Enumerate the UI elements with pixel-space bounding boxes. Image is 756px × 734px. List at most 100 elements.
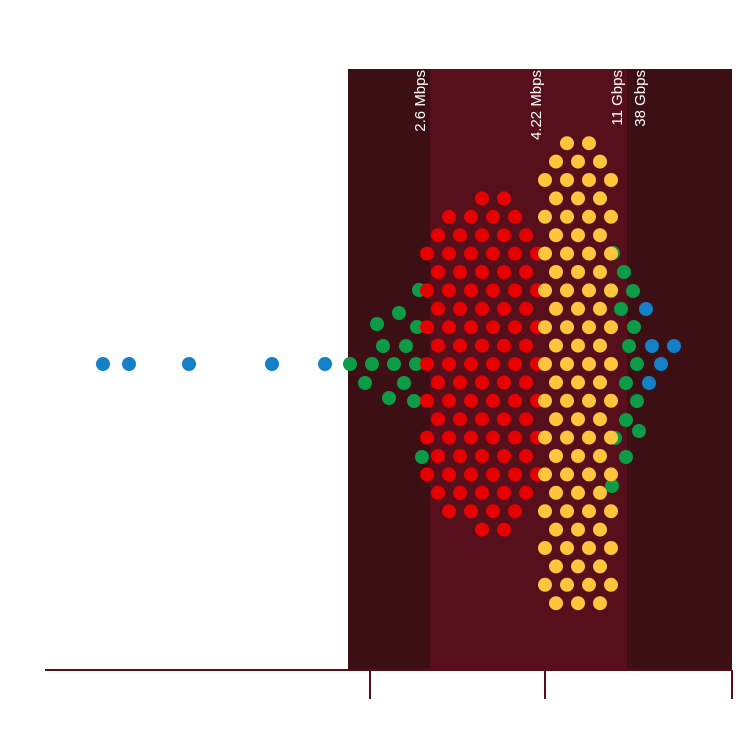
data-point-yellow <box>571 301 585 316</box>
data-point-red <box>453 265 467 279</box>
data-point-yellow <box>604 430 618 445</box>
data-point-red <box>420 357 434 371</box>
data-point-red <box>442 357 456 371</box>
data-point-yellow <box>560 393 574 408</box>
data-point-green <box>617 265 631 279</box>
data-point-red <box>497 485 511 500</box>
data-point-yellow <box>571 559 585 574</box>
data-point-yellow <box>538 283 552 298</box>
data-point-red <box>420 320 434 335</box>
data-point-green <box>619 376 633 390</box>
data-point-yellow <box>604 577 618 592</box>
data-point-red <box>453 485 467 500</box>
data-point-blue <box>122 357 136 371</box>
data-point-green <box>376 339 390 353</box>
data-point-green <box>619 413 633 427</box>
data-point-blue <box>645 339 659 353</box>
data-point-red <box>519 449 533 463</box>
data-point-blue <box>654 357 668 371</box>
data-point-green <box>630 357 644 371</box>
data-point-yellow <box>538 541 552 555</box>
data-point-red <box>519 228 533 243</box>
data-point-red <box>442 246 456 261</box>
data-point-blue <box>265 357 279 371</box>
x-axis <box>45 669 733 699</box>
data-point-red <box>442 504 456 519</box>
data-point-yellow <box>593 522 607 537</box>
data-point-red <box>508 467 522 482</box>
data-point-yellow <box>593 191 607 206</box>
data-point-red <box>486 320 500 335</box>
data-point-yellow <box>582 283 596 298</box>
data-point-red <box>464 246 478 261</box>
data-point-yellow <box>560 430 574 445</box>
data-point-red <box>486 283 500 298</box>
reference-label: 11 Gbps <box>609 70 626 126</box>
data-point-yellow <box>593 154 607 169</box>
data-point-red <box>431 375 445 390</box>
reference-label: 38 Gbps <box>632 70 649 127</box>
data-point-yellow <box>571 338 585 353</box>
data-point-yellow <box>549 338 563 353</box>
data-point-yellow <box>560 209 574 224</box>
data-point-yellow <box>593 559 607 574</box>
data-point-yellow <box>582 136 596 151</box>
data-point-red <box>497 265 511 279</box>
data-point-yellow <box>604 393 618 408</box>
data-point-green <box>370 317 384 331</box>
data-point-red <box>464 357 478 371</box>
data-point-green <box>630 394 644 408</box>
data-point-red <box>453 228 467 243</box>
data-point-red <box>464 504 478 519</box>
data-point-yellow <box>571 596 585 611</box>
data-point-red <box>442 430 456 445</box>
data-point-yellow <box>538 173 552 187</box>
data-point-yellow <box>560 283 574 298</box>
data-point-yellow <box>571 154 585 169</box>
data-point-yellow <box>593 485 607 500</box>
data-point-red <box>508 393 522 408</box>
data-point-red <box>486 209 500 224</box>
data-point-yellow <box>604 320 618 335</box>
data-point-yellow <box>538 357 552 371</box>
data-point-red <box>464 393 478 408</box>
data-point-red <box>475 449 489 463</box>
data-point-green <box>415 450 429 464</box>
data-point-yellow <box>538 393 552 408</box>
data-point-blue <box>318 357 332 371</box>
data-point-green <box>410 320 424 334</box>
data-point-red <box>453 375 467 390</box>
data-point-red <box>508 357 522 371</box>
data-point-red <box>420 467 434 482</box>
data-point-yellow <box>560 504 574 519</box>
data-point-red <box>508 209 522 224</box>
data-point-red <box>453 449 467 463</box>
data-point-red <box>431 485 445 500</box>
data-point-green <box>387 357 401 371</box>
data-point-red <box>475 301 489 316</box>
data-point-red <box>464 209 478 224</box>
reference-label: 4.22 Mbps <box>528 70 545 140</box>
data-point-red <box>464 283 478 298</box>
data-point-yellow <box>549 228 563 243</box>
data-point-red <box>453 301 467 316</box>
data-point-yellow <box>538 320 552 335</box>
data-point-red <box>497 301 511 316</box>
data-point-red <box>475 191 489 206</box>
data-point-red <box>486 357 500 371</box>
data-point-yellow <box>604 209 618 224</box>
data-point-yellow <box>593 596 607 611</box>
data-point-red <box>519 375 533 390</box>
data-points <box>96 136 681 611</box>
data-point-yellow <box>560 173 574 187</box>
data-point-yellow <box>549 301 563 316</box>
data-point-red <box>442 209 456 224</box>
data-point-blue <box>182 357 196 371</box>
data-point-yellow <box>604 246 618 261</box>
data-point-yellow <box>538 467 552 482</box>
data-point-yellow <box>604 283 618 298</box>
data-point-yellow <box>549 191 563 206</box>
data-point-red <box>442 283 456 298</box>
